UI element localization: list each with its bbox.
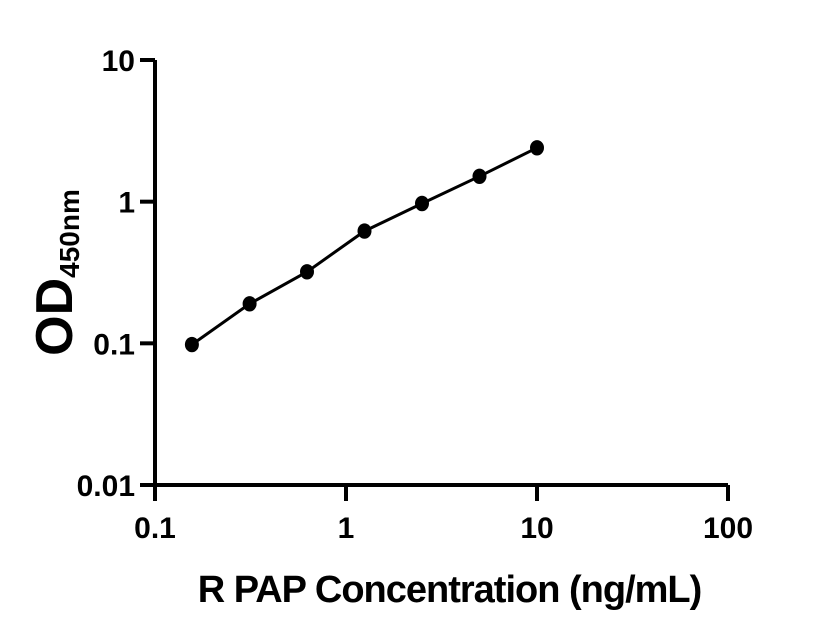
- axes: [153, 60, 728, 487]
- data-point: [530, 140, 544, 156]
- data-point: [357, 223, 372, 239]
- axis-spine: [153, 60, 728, 487]
- x-tick-label: 100: [703, 512, 753, 545]
- y-tick-label: 0.1: [93, 328, 135, 361]
- axis-ticks: [140, 58, 730, 501]
- y-tick-label: 0.01: [77, 470, 135, 503]
- data-point: [472, 168, 487, 184]
- axis-tick-labels: 0.01 0.1 1 10 0.1 1 10 100: [77, 45, 753, 545]
- x-tick-label: 1: [338, 512, 355, 545]
- data-point: [300, 264, 314, 280]
- data-point: [242, 296, 257, 312]
- y-axis-title: OD450nm: [26, 189, 85, 356]
- x-tick-label: 0.1: [134, 512, 176, 545]
- x-tick-label: 10: [520, 512, 553, 545]
- data-series: [184, 140, 544, 353]
- y-tick-label: 10: [102, 45, 135, 78]
- x-axis-title: R PAP Concentration (ng/mL): [198, 569, 702, 611]
- data-point: [184, 336, 199, 353]
- y-tick-label: 1: [118, 187, 135, 220]
- data-point: [415, 195, 429, 212]
